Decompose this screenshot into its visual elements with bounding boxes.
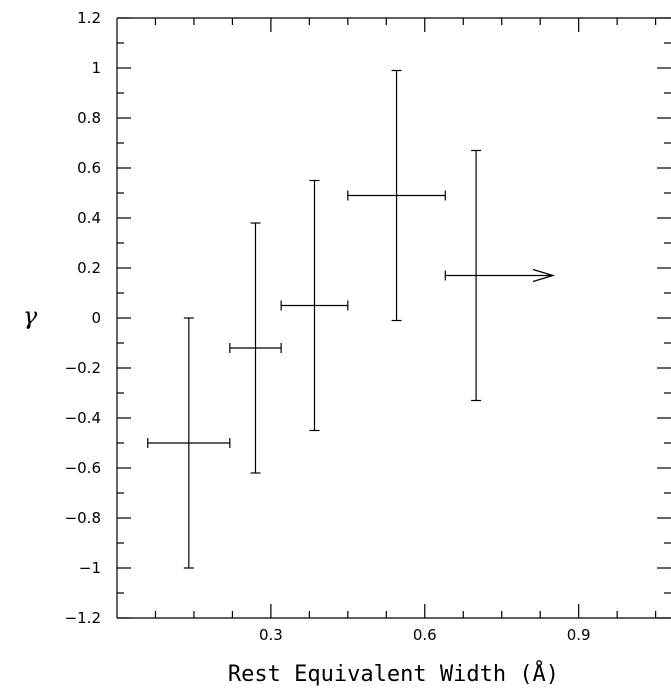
- tick-labels: −1.2 −1 −0.8 −0.6 −0.4 −0.2 0 0.2 0.4 0.6 0.8 1 1.2 0…: [65, 9, 591, 644]
- y-tick-label: 1.2: [77, 9, 101, 27]
- x-tick-label: 0.9: [567, 626, 591, 644]
- y-tick-label: 0: [91, 309, 101, 327]
- y-tick-label: −1.2: [65, 609, 101, 627]
- x-axis-title: Rest Equivalent Width (Å): [228, 660, 559, 687]
- plot-frame: [116, 17, 671, 619]
- data-point-2: [229, 222, 282, 474]
- data-point-5: [444, 149, 556, 402]
- x-tick-label: 0.6: [413, 626, 437, 644]
- y-tick-label: −0.2: [65, 359, 101, 377]
- y-tick-label: −0.8: [65, 509, 101, 527]
- axis-ticks: [117, 17, 671, 619]
- y-tick-label: 0.4: [77, 209, 101, 227]
- y-tick-label: 0.6: [77, 159, 101, 177]
- data-point-3: [280, 179, 349, 432]
- y-axis-title: γ: [23, 302, 38, 330]
- y-tick-label: −0.6: [65, 459, 101, 477]
- y-tick-label: 1: [91, 59, 101, 77]
- data-point-4: [347, 69, 446, 322]
- data-point-1: [147, 317, 231, 569]
- y-tick-label: −0.4: [65, 409, 101, 427]
- y-tick-label: 0.2: [77, 259, 101, 277]
- data-points: [147, 69, 556, 569]
- y-tick-label: 0.8: [77, 109, 101, 127]
- y-tick-label: −1: [79, 559, 101, 577]
- x-tick-label: 0.3: [259, 626, 283, 644]
- lower-limit-arrow: [532, 268, 556, 283]
